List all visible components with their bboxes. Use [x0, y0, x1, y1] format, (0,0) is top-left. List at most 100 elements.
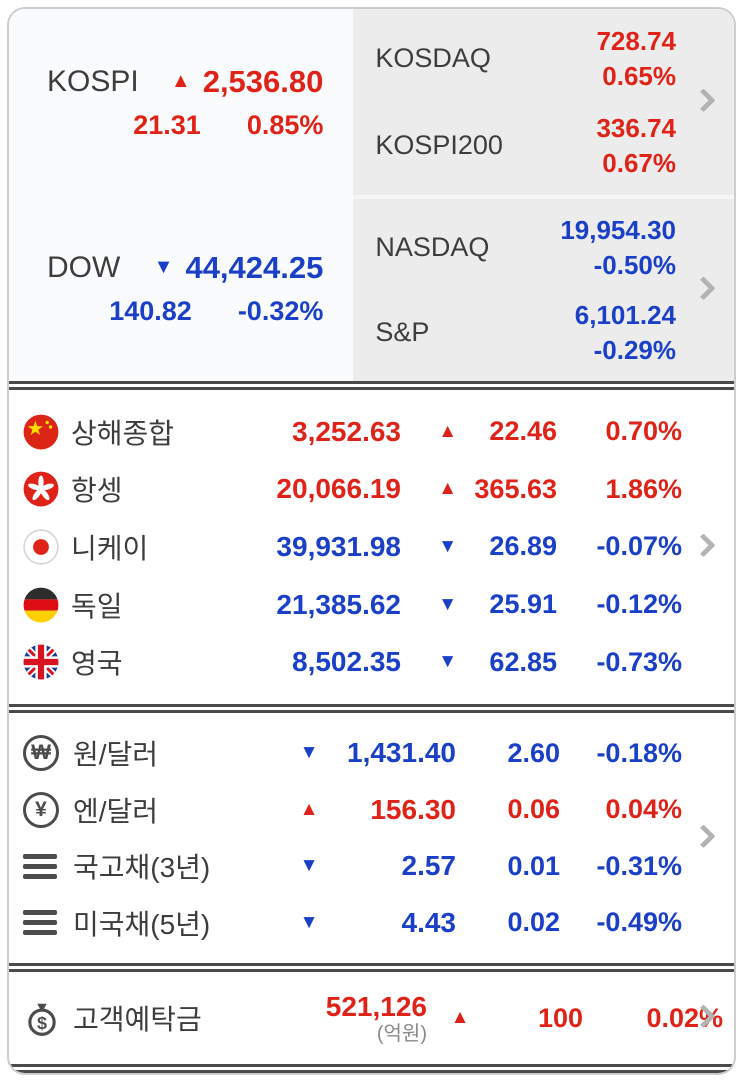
- flag-china-icon: [23, 414, 59, 450]
- fx-change: 0.06: [507, 794, 560, 825]
- change-direction-icon: ▼: [153, 256, 174, 278]
- index-value: 728.74: [596, 25, 676, 56]
- world-index-row-nikkei[interactable]: 니케이 39,931.98 ▼ 26.89 -0.07%: [9, 527, 734, 567]
- money-bag-icon: $: [23, 999, 61, 1037]
- bond-row-ktb3y[interactable]: 국고채(3년) ▼ 2.57 0.01 -0.31%: [9, 846, 734, 886]
- change-direction-icon: ▲: [438, 478, 457, 500]
- index-change: 140.82: [109, 295, 192, 326]
- fx-name: 원/달러: [73, 739, 159, 771]
- index-change-pct: 0.67%: [602, 147, 676, 178]
- fx-row-usdjpy[interactable]: ¥ 엔/달러 ▲ 156.30 0.06 0.04%: [9, 790, 734, 830]
- deposit-label: 고객예탁금: [73, 1004, 202, 1035]
- deposit-value: 521,126: [325, 991, 427, 1022]
- bond-row-ust5y[interactable]: 미국채(5년) ▼ 4.43 0.02 -0.49%: [9, 903, 734, 943]
- index-value: 8,502.35: [292, 646, 401, 678]
- bond-change-pct: -0.49%: [596, 907, 682, 938]
- index-name: KOSDAQ: [375, 43, 491, 73]
- kospi-panel[interactable]: KOSPI ▲ 2,536.80 21.31 0.85%: [9, 9, 354, 195]
- index-change: 25.91: [489, 589, 557, 620]
- fx-change-pct: 0.04%: [605, 794, 682, 825]
- index-name: 영국: [71, 648, 123, 680]
- index-name: 상해종합: [71, 417, 175, 449]
- section-divider: [9, 704, 734, 713]
- index-change-pct: -0.32%: [237, 295, 324, 326]
- bond-name: 미국채(5년): [73, 908, 211, 940]
- bond-change: 0.01: [507, 850, 560, 881]
- world-index-row-germany[interactable]: 독일 21,385.62 ▼ 25.91 -0.12%: [9, 585, 734, 625]
- bond-change-pct: -0.31%: [596, 850, 682, 881]
- index-change-pct: 1.86%: [605, 473, 682, 504]
- index-change: 22.46: [489, 416, 557, 447]
- sp500-summary[interactable]: S&P 6,101.24 -0.29%: [375, 290, 676, 375]
- index-change: 62.85: [489, 646, 557, 677]
- index-change-pct: -0.29%: [593, 334, 676, 365]
- index-value: 20,066.19: [276, 473, 401, 505]
- index-change-pct: -0.12%: [596, 589, 682, 620]
- bond-change: 0.02: [507, 907, 560, 938]
- index-value: 3,252.63: [292, 415, 401, 447]
- global-indices-section: 상해종합 3,252.63 ▲ 22.46 0.70% 항셍 20,: [9, 390, 734, 704]
- section-divider: [9, 1064, 734, 1073]
- deposit-section[interactable]: $ 고객예탁금 521,126 (억원) ▲ 100 0.02%: [9, 972, 734, 1064]
- index-value: 44,424.25: [185, 249, 324, 285]
- index-value: 19,954.30: [560, 214, 676, 245]
- change-direction-icon: ▼: [438, 535, 457, 557]
- fx-row-usdkrw[interactable]: ₩ 원/달러 ▼ 1,431.40 2.60 -0.18%: [9, 733, 734, 773]
- bond-value: 4.43: [401, 906, 457, 938]
- won-icon: ₩: [23, 735, 59, 772]
- kosdaq-kospi200-panel[interactable]: KOSDAQ 728.74 0.65% KOSPI200 336.74 0.67…: [353, 9, 734, 195]
- dow-row[interactable]: DOW ▼ 44,424.25 140.82 -0.32% NASDAQ 19,…: [9, 195, 734, 381]
- kospi200-summary[interactable]: KOSPI200 336.74 0.67%: [375, 102, 676, 189]
- chevron-right-icon[interactable]: [691, 276, 716, 301]
- kosdaq-summary[interactable]: KOSDAQ 728.74 0.65%: [375, 15, 676, 102]
- bond-value: 2.57: [401, 850, 457, 882]
- index-change: 26.89: [489, 531, 557, 562]
- index-change-pct: -0.07%: [596, 531, 682, 562]
- index-change-pct: 0.70%: [605, 416, 682, 447]
- flag-uk-icon: [23, 644, 59, 680]
- flag-hongkong-icon: [23, 471, 59, 507]
- index-name: KOSPI: [47, 64, 139, 98]
- kospi-row[interactable]: KOSPI ▲ 2,536.80 21.31 0.85% KOSDAQ 728.…: [9, 9, 734, 195]
- deposit-unit: (억원): [376, 1023, 427, 1045]
- bond-list-icon: [23, 849, 57, 883]
- chevron-right-icon[interactable]: [691, 88, 716, 113]
- fx-value: 156.30: [370, 793, 456, 825]
- index-change-pct: -0.73%: [596, 646, 682, 677]
- change-direction-icon: ▼: [438, 593, 457, 615]
- index-change-pct: -0.50%: [593, 249, 676, 280]
- change-direction-icon: ▲: [299, 798, 319, 820]
- change-direction-icon: ▼: [299, 911, 319, 933]
- nasdaq-sp-panel[interactable]: NASDAQ 19,954.30 -0.50% S&P 6,101.24 -0.…: [353, 195, 734, 381]
- world-index-row-hangseng[interactable]: 항셍 20,066.19 ▲ 365.63 1.86%: [9, 469, 734, 509]
- index-name: NASDAQ: [375, 232, 490, 262]
- change-direction-icon: ▲: [170, 70, 191, 92]
- section-divider: [9, 963, 734, 972]
- index-name: 항셍: [71, 475, 123, 507]
- fx-name: 엔/달러: [73, 795, 159, 827]
- world-index-row-shanghai[interactable]: 상해종합 3,252.63 ▲ 22.46 0.70%: [9, 412, 734, 452]
- bond-list-icon: [23, 906, 57, 940]
- fx-bond-section: ₩ 원/달러 ▼ 1,431.40 2.60 -0.18% ¥ 엔/달러 ▲ 1…: [9, 713, 734, 963]
- section-divider: [9, 381, 734, 390]
- deposit-change: 100: [537, 1002, 583, 1033]
- fx-change: 2.60: [507, 737, 560, 768]
- bond-name: 국고채(3년): [73, 852, 211, 884]
- world-index-row-uk[interactable]: 영국 8,502.35 ▼ 62.85 -0.73%: [9, 642, 734, 682]
- index-name: KOSPI200: [375, 130, 503, 160]
- dow-panel[interactable]: DOW ▼ 44,424.25 140.82 -0.32%: [9, 195, 354, 381]
- flag-japan-icon: [23, 529, 59, 565]
- index-value: 2,536.80: [202, 63, 324, 99]
- index-name: 니케이: [71, 532, 149, 564]
- yen-icon: ¥: [23, 791, 59, 828]
- fx-value: 1,431.40: [347, 737, 456, 769]
- domestic-us-indices-section: KOSPI ▲ 2,536.80 21.31 0.85% KOSDAQ 728.…: [9, 9, 734, 381]
- index-change-pct: 0.85%: [246, 109, 324, 140]
- flag-germany-icon: [23, 587, 59, 623]
- change-direction-icon: ▼: [299, 742, 319, 764]
- index-value: 39,931.98: [276, 530, 401, 562]
- nasdaq-summary[interactable]: NASDAQ 19,954.30 -0.50%: [375, 205, 676, 290]
- index-change: 21.31: [133, 109, 201, 140]
- index-name: S&P: [375, 317, 430, 347]
- index-value: 21,385.62: [276, 588, 401, 620]
